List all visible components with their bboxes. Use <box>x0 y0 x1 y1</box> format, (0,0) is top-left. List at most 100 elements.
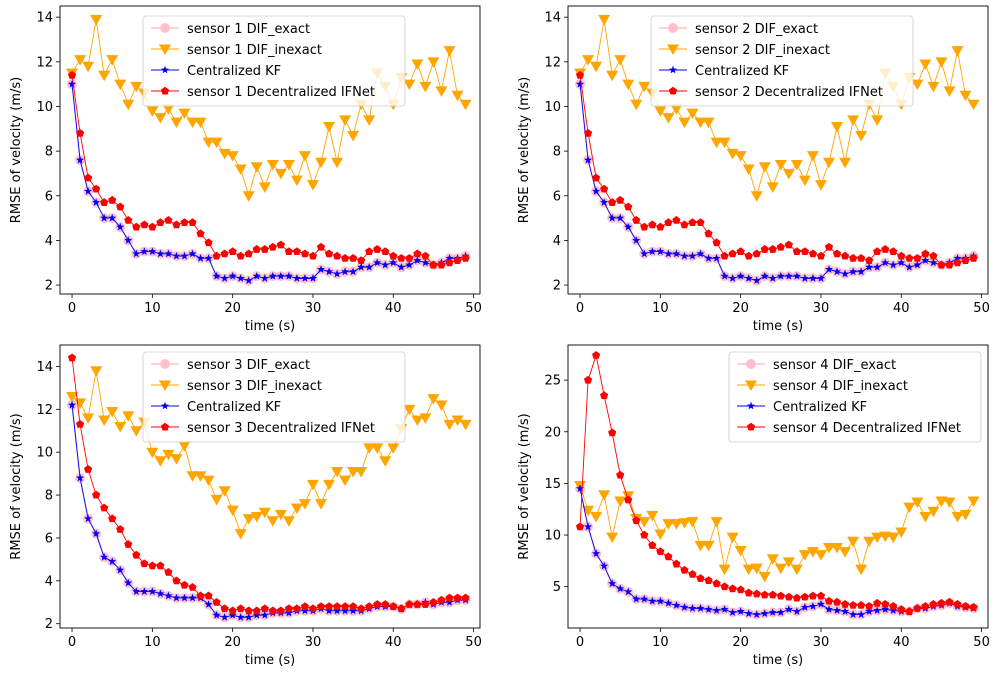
x-tick-label: 30 <box>813 301 830 316</box>
data-point-ifnet <box>720 582 729 591</box>
data-point-inexact <box>274 509 287 521</box>
data-point-ifnet <box>252 606 261 615</box>
y-axis-label: RMSE of velocity (m/s) <box>517 413 532 559</box>
data-point-inexact <box>967 496 980 507</box>
data-point-ifnet <box>937 260 946 269</box>
data-point-ifnet <box>140 559 149 568</box>
data-point-kf <box>100 553 109 561</box>
data-point-ifnet <box>421 251 430 260</box>
data-point-inexact <box>314 157 327 169</box>
data-point-ifnet <box>349 602 358 611</box>
data-point-kf <box>584 155 593 164</box>
data-point-inexact <box>790 564 803 576</box>
data-point-inexact <box>459 99 472 111</box>
data-point-kf <box>656 247 665 255</box>
data-point-ifnet <box>688 218 697 227</box>
data-point-kf <box>84 514 93 523</box>
data-point-inexact <box>427 57 440 68</box>
data-point-inexact <box>839 157 852 169</box>
y-tick-label: 14 <box>544 11 561 26</box>
data-point-inexact <box>814 550 827 561</box>
data-point-inexact <box>363 115 376 126</box>
legend-label-inexact: sensor 2 DIF_inexact <box>695 43 830 58</box>
data-point-kf <box>124 236 133 244</box>
data-point-inexact <box>242 514 255 525</box>
data-point-inexact <box>710 137 723 149</box>
data-point-ifnet <box>429 597 438 606</box>
data-point-inexact <box>646 510 659 522</box>
data-point-kf <box>108 213 117 222</box>
data-point-kf <box>308 274 317 282</box>
data-point-inexact <box>959 509 972 521</box>
data-point-inexact <box>194 471 207 482</box>
data-point-inexact <box>774 563 787 575</box>
data-point-inexact <box>806 547 819 558</box>
data-point-kf <box>116 565 125 574</box>
data-point-ifnet <box>784 592 793 601</box>
data-point-kf <box>816 600 825 608</box>
data-point-inexact <box>638 81 651 93</box>
data-point-ifnet <box>228 606 237 615</box>
data-point-inexact <box>459 419 472 431</box>
data-point-kf <box>728 274 737 282</box>
data-point-ifnet <box>132 550 141 559</box>
data-point-kf <box>776 608 785 616</box>
x-tick-label: 40 <box>385 301 402 316</box>
data-point-ifnet <box>180 218 189 227</box>
legend-marker-ifnet <box>746 422 756 431</box>
subplot-2: 0 10 20 30 40 50 2 4 6 8 10 12 14 time (s) RMSE of vel… <box>517 5 990 334</box>
data-point-ifnet <box>405 253 414 262</box>
data-point-ifnet <box>100 503 109 512</box>
data-point-ifnet <box>897 251 906 260</box>
data-point-inexact <box>798 550 811 561</box>
legend-label-inexact: sensor 3 DIF_inexact <box>187 379 322 394</box>
data-point-ifnet <box>800 592 809 601</box>
data-point-kf <box>833 267 842 276</box>
data-point-ifnet <box>583 128 593 137</box>
legend-marker-inexact <box>159 380 171 391</box>
data-point-kf <box>341 267 350 276</box>
data-point-ifnet <box>429 260 438 269</box>
data-point-kf <box>792 607 801 615</box>
data-point-ifnet <box>881 245 890 253</box>
data-point-ifnet <box>583 375 593 384</box>
x-tick-label: 50 <box>465 635 482 650</box>
data-point-kf <box>857 610 866 618</box>
data-point-kf <box>284 271 293 280</box>
data-point-kf <box>325 267 334 276</box>
data-point-inexact <box>403 404 416 416</box>
data-point-inexact <box>154 113 167 124</box>
data-point-kf <box>656 596 665 605</box>
data-point-kf <box>768 274 777 282</box>
legend-box <box>728 351 982 443</box>
data-point-inexact <box>106 406 119 418</box>
data-point-ifnet <box>696 574 705 582</box>
axes-frame <box>59 5 481 295</box>
data-point-kf <box>220 274 229 282</box>
data-point-kf <box>784 605 793 613</box>
data-point-kf <box>172 251 181 260</box>
series-ifnet <box>67 353 470 615</box>
data-point-inexact <box>863 536 876 548</box>
data-point-kf <box>116 222 125 231</box>
data-point-inexact <box>435 400 448 412</box>
data-point-kf <box>640 249 649 258</box>
data-point-ifnet <box>945 597 954 606</box>
data-point-ifnet <box>437 595 446 604</box>
data-point-ifnet <box>632 516 641 525</box>
data-point-inexact <box>951 46 964 57</box>
data-point-kf <box>865 607 874 615</box>
data-point-kf <box>260 274 269 282</box>
data-point-inexact <box>590 511 603 523</box>
data-point-ifnet <box>873 247 882 256</box>
data-point-ifnet <box>244 606 253 615</box>
data-point-kf <box>841 269 850 278</box>
data-point-inexact <box>106 55 119 66</box>
data-point-kf <box>341 606 350 615</box>
data-point-kf <box>180 593 189 602</box>
data-point-inexact <box>726 532 739 544</box>
data-point-ifnet <box>648 220 657 229</box>
data-point-ifnet <box>260 245 269 253</box>
data-point-ifnet <box>792 593 801 602</box>
data-point-inexact <box>831 542 844 554</box>
